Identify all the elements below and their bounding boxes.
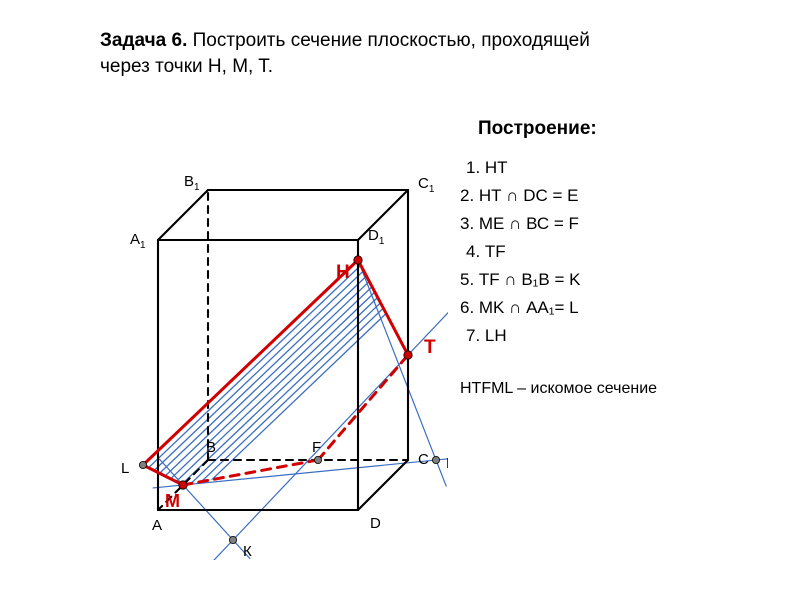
result-text: НТFМL – искомое сечение xyxy=(460,380,657,398)
svg-text:Н: Н xyxy=(336,262,350,283)
construction-step: 7. LН xyxy=(460,322,580,350)
construction-step: 2. НТ ∩ DС = E xyxy=(460,182,580,210)
svg-text:A1: A1 xyxy=(130,231,146,251)
svg-text:К: К xyxy=(243,543,252,560)
svg-text:A: A xyxy=(152,517,162,534)
svg-text:D1: D1 xyxy=(368,227,385,247)
construction-title: Построение: xyxy=(478,118,597,140)
geometry-diagram: A D В С A1 D1 В1 С1 Н Т М F E L К xyxy=(78,140,448,560)
construction-step: 1. НТ xyxy=(460,154,580,182)
svg-text:С: С xyxy=(418,451,429,468)
svg-text:В1: В1 xyxy=(184,173,200,193)
construction-step: 6. МK ∩ АА₁= L xyxy=(460,294,580,322)
problem-number: Задача 6. xyxy=(100,30,187,51)
svg-text:Т: Т xyxy=(424,337,436,358)
svg-text:F: F xyxy=(312,439,321,456)
svg-text:М: М xyxy=(165,491,180,511)
problem-title: Задача 6. Построить сечение плоскостью, … xyxy=(100,28,610,79)
construction-steps: 1. НТ2. НТ ∩ DС = E3. ME ∩ ВС = F4. ТF5.… xyxy=(460,154,580,350)
construction-step: 5. ТF ∩ В₁В = K xyxy=(460,266,580,294)
svg-text:D: D xyxy=(370,515,381,532)
svg-text:В: В xyxy=(206,439,216,456)
construction-step: 4. ТF xyxy=(460,238,580,266)
svg-text:С1: С1 xyxy=(418,175,435,195)
construction-step: 3. ME ∩ ВС = F xyxy=(460,210,580,238)
svg-text:E: E xyxy=(446,455,448,472)
svg-text:L: L xyxy=(121,460,129,477)
